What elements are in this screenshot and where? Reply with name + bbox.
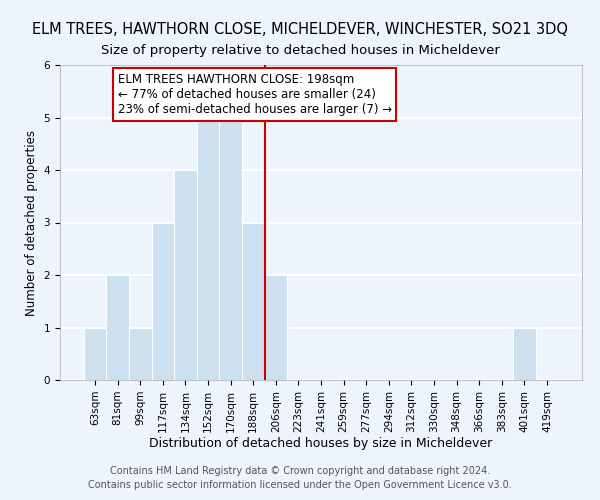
Text: ELM TREES, HAWTHORN CLOSE, MICHELDEVER, WINCHESTER, SO21 3DQ: ELM TREES, HAWTHORN CLOSE, MICHELDEVER, … (32, 22, 568, 38)
Text: Contains public sector information licensed under the Open Government Licence v3: Contains public sector information licen… (88, 480, 512, 490)
Y-axis label: Number of detached properties: Number of detached properties (25, 130, 38, 316)
Bar (152, 222, 174, 380)
Bar (174, 170, 197, 380)
Bar (220, 118, 242, 380)
Bar (197, 118, 220, 380)
Text: ELM TREES HAWTHORN CLOSE: 198sqm
← 77% of detached houses are smaller (24)
23% o: ELM TREES HAWTHORN CLOSE: 198sqm ← 77% o… (118, 73, 392, 116)
Bar (265, 275, 287, 380)
Text: Size of property relative to detached houses in Micheldever: Size of property relative to detached ho… (101, 44, 499, 57)
Bar (513, 328, 536, 380)
Bar (84, 328, 106, 380)
Bar (106, 275, 129, 380)
Bar (242, 222, 265, 380)
Bar (129, 328, 152, 380)
Text: Contains HM Land Registry data © Crown copyright and database right 2024.: Contains HM Land Registry data © Crown c… (110, 466, 490, 476)
X-axis label: Distribution of detached houses by size in Micheldever: Distribution of detached houses by size … (149, 438, 493, 450)
